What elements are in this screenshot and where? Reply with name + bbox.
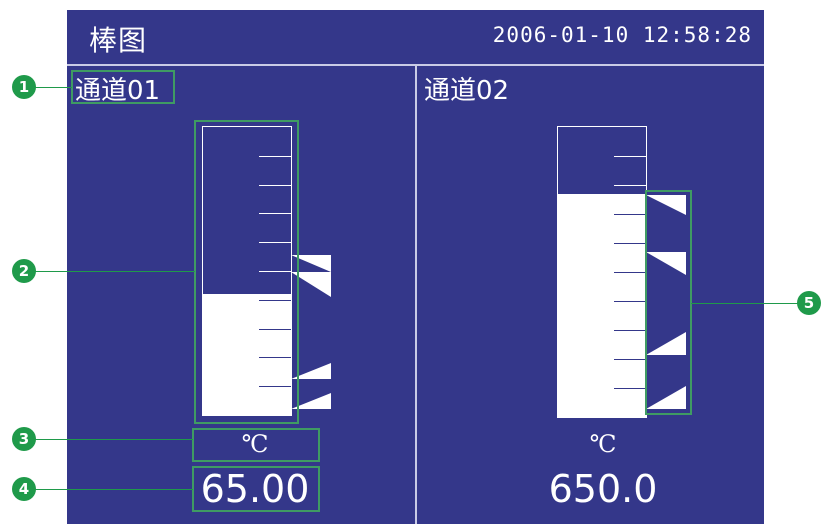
scale-tick — [259, 185, 291, 186]
datetime-display: 2006-01-10 12:58:28 — [492, 23, 752, 47]
scale-tick — [614, 243, 646, 244]
alarm-marker-icon — [646, 195, 686, 215]
title-divider — [67, 64, 764, 66]
scale-tick — [259, 156, 291, 157]
channel-2-unit: ℃ — [589, 430, 617, 458]
callout-3-leader — [34, 439, 193, 440]
channel-2-bar-fill — [558, 193, 646, 417]
alarm-marker-icon — [291, 363, 331, 379]
scale-tick — [259, 271, 291, 272]
scale-tick — [614, 359, 646, 360]
callout-5-leader — [691, 303, 800, 304]
scale-tick — [614, 185, 646, 186]
scale-tick — [259, 329, 291, 330]
callout-3-box — [192, 428, 320, 462]
scale-tick — [614, 388, 646, 389]
callout-2-leader — [34, 271, 195, 272]
scale-tick — [614, 156, 646, 157]
channel-1-alarm-markers — [291, 255, 331, 409]
alarm-marker-icon — [646, 332, 686, 355]
callout-3-badge: 3 — [12, 427, 36, 451]
callout-1-badge: 1 — [12, 75, 36, 99]
scale-tick — [259, 242, 291, 243]
callout-2-badge: 2 — [12, 259, 36, 283]
channel-divider — [415, 66, 417, 524]
channel-2-bar — [557, 126, 647, 418]
alarm-marker-icon — [291, 255, 331, 297]
channel-2-alarm-markers — [646, 195, 686, 409]
callout-5-badge: 5 — [797, 291, 821, 315]
scale-tick — [614, 272, 646, 273]
callout-1-leader — [34, 87, 72, 88]
scale-tick — [614, 330, 646, 331]
callout-1-box — [71, 70, 175, 104]
channel-1-unit: ℃ — [241, 430, 269, 458]
title-bar: 棒图 2006-01-10 12:58:28 — [67, 10, 764, 64]
callout-4-badge: 4 — [12, 477, 36, 501]
callout-2-box — [194, 120, 299, 424]
scale-tick — [259, 300, 291, 301]
channel-2-name: 通道02 — [424, 76, 510, 106]
scale-tick — [259, 386, 291, 387]
alarm-marker-icon — [291, 393, 331, 409]
bar-graph-screen: 棒图 2006-01-10 12:58:28 通道01 ℃ 65.00 通道02… — [67, 10, 764, 524]
scale-tick — [259, 213, 291, 214]
screen-title: 棒图 — [89, 24, 148, 57]
scale-tick — [259, 357, 291, 358]
alarm-marker-icon — [646, 252, 686, 275]
callout-4-box — [192, 466, 320, 512]
channel-1-bar — [202, 126, 292, 416]
channel-1-value: 65.00 — [200, 467, 310, 511]
scale-tick — [614, 214, 646, 215]
channel-1-name: 通道01 — [75, 76, 161, 106]
channel-2-value: 650.0 — [548, 467, 658, 511]
scale-tick — [614, 301, 646, 302]
callout-5-box — [645, 190, 692, 415]
alarm-marker-icon — [646, 386, 686, 409]
channel-1-bar-fill — [203, 294, 291, 415]
callout-4-leader — [34, 489, 193, 490]
